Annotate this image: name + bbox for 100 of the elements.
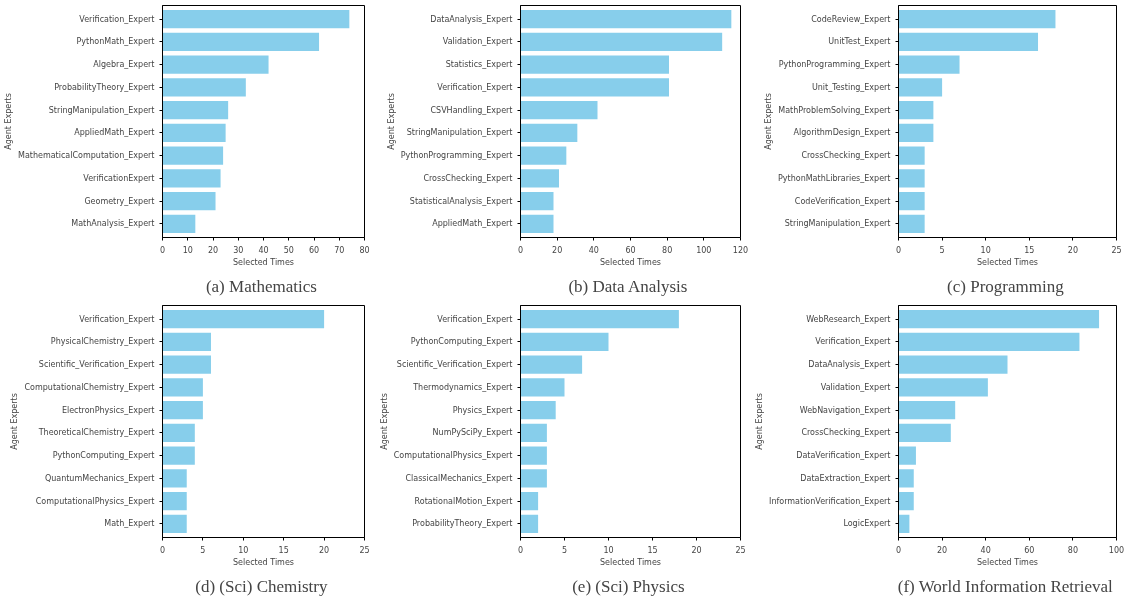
x-tick-label: 10: [238, 545, 249, 555]
y-tick-label: Verification_Expert: [79, 14, 155, 24]
y-tick-label: Verification_Expert: [815, 337, 891, 347]
y-tick-label: ComputationalPhysics_Expert: [393, 451, 513, 461]
x-tick-label: 20: [319, 545, 330, 555]
x-axis-title: Selected Times: [600, 557, 661, 567]
y-tick-label: StatisticalAnalysis_Expert: [409, 196, 513, 206]
x-tick-label: 60: [625, 245, 636, 255]
x-tick-label: 80: [359, 245, 370, 255]
y-tick-label: MathProblemSolving_Expert: [778, 105, 891, 115]
y-tick-label: ProbabilityTheory_Expert: [412, 519, 513, 529]
y-tick-label: DataVerification_Expert: [796, 451, 891, 461]
x-tick-label: 70: [334, 245, 345, 255]
x-tick-label: 15: [278, 545, 289, 555]
text: (d) (Sci) Chemistry: [195, 576, 328, 596]
y-tick-label: Verification_Expert: [79, 314, 155, 324]
x-tick-label: 40: [980, 545, 991, 555]
y-tick-label: UnitTest_Expert: [828, 37, 891, 47]
y-tick-label: CodeVerification_Expert: [794, 196, 891, 206]
y-tick-label: InformationVerification_Expert: [769, 496, 891, 506]
y-tick-label: PythonProgramming_Expert: [400, 151, 513, 161]
x-tick-label: 80: [1067, 545, 1078, 555]
y-tick-label: StringManipulation_Expert: [406, 128, 513, 138]
text: (c) Programming: [947, 276, 1065, 296]
y-tick-label: PhysicalChemistry_Expert: [50, 337, 155, 347]
y-tick-label: ElectronPhysics_Expert: [61, 405, 155, 415]
x-tick-label: 15: [647, 545, 658, 555]
y-tick-label: CSVHandling_Expert: [430, 105, 513, 115]
y-tick-label: Validation_Expert: [442, 37, 513, 47]
x-tick-label: 40: [588, 245, 599, 255]
y-tick-label: PythonComputing_Expert: [410, 337, 513, 347]
text: (f) World Information Retrieval: [897, 576, 1113, 596]
y-tick-label: CrossChecking_Expert: [801, 151, 891, 161]
y-tick-label: Physics_Expert: [452, 405, 513, 415]
x-tick-label: 25: [1111, 245, 1122, 255]
x-axis-title: Selected Times: [977, 257, 1038, 267]
y-tick-label: WebNavigation_Expert: [799, 405, 891, 415]
x-tick-label: 0: [895, 245, 902, 255]
y-tick-label: DataExtraction_Expert: [800, 473, 891, 483]
y-tick-label: Algebra_Expert: [93, 60, 155, 70]
y-tick-label: Validation_Expert: [820, 382, 891, 392]
x-tick-label: 60: [308, 245, 320, 255]
y-axis-title: Agent Experts: [755, 393, 765, 450]
x-tick-label: 20: [937, 545, 948, 555]
y-tick-label: AlgorithmDesign_Expert: [793, 128, 891, 138]
y-tick-label: MathAnalysis_Expert: [71, 219, 155, 229]
x-tick-label: 0: [895, 545, 902, 555]
x-tick-label: 40: [258, 245, 269, 255]
y-tick-label: LogicExpert: [843, 519, 891, 529]
y-tick-label: PythonMathLibraries_Expert: [777, 173, 891, 183]
y-tick-label: Unit_Testing_Expert: [811, 82, 891, 92]
y-tick-label: PythonComputing_Expert: [52, 451, 155, 461]
y-tick-label: AppliedMath_Expert: [74, 128, 155, 138]
text: (e) (Sci) Physics: [572, 576, 685, 596]
y-tick-label: StringManipulation_Expert: [784, 219, 891, 229]
text: (a) Mathematics: [205, 276, 317, 296]
x-tick-label: 20: [552, 245, 563, 255]
y-tick-label: PythonMath_Expert: [76, 37, 155, 47]
y-tick-label: CodeReview_Expert: [811, 14, 891, 24]
y-tick-label: CrossChecking_Expert: [423, 173, 513, 183]
y-axis-title: Agent Experts: [386, 93, 396, 150]
x-tick-label: 10: [182, 245, 193, 255]
x-tick-label: 0: [159, 545, 166, 555]
y-axis-title: Agent Experts: [763, 93, 773, 150]
y-tick-label: MathematicalComputation_Expert: [17, 151, 155, 161]
y-tick-label: Math_Expert: [104, 519, 155, 529]
y-tick-label: Statistics_Expert: [445, 60, 513, 70]
y-tick-label: PythonProgramming_Expert: [778, 60, 891, 70]
y-tick-label: Scientific_Verification_Expert: [396, 360, 513, 370]
y-tick-label: Scientific_Verification_Expert: [38, 360, 155, 370]
text: (b) Data Analysis: [568, 276, 688, 296]
x-tick-label: 0: [159, 245, 166, 255]
x-tick-label: 20: [1067, 245, 1078, 255]
x-tick-label: 20: [207, 245, 219, 255]
y-tick-label: WebResearch_Expert: [806, 314, 891, 324]
y-axis-title: Agent Experts: [3, 93, 13, 150]
y-axis-title: Agent Experts: [379, 393, 389, 450]
x-axis-title: Selected Times: [600, 257, 661, 267]
y-tick-label: VerificationExpert: [83, 173, 155, 183]
y-tick-label: DataAnalysis_Expert: [430, 14, 513, 24]
y-tick-label: RotationalMotion_Expert: [414, 496, 513, 506]
x-axis-title: Selected Times: [977, 557, 1038, 567]
x-axis-title: Selected Times: [233, 557, 294, 567]
x-tick-label: 20: [691, 545, 702, 555]
y-tick-label: ComputationalPhysics_Expert: [35, 496, 155, 506]
y-tick-label: Verification_Expert: [437, 82, 513, 92]
x-axis-title: Selected Times: [233, 257, 294, 267]
x-tick-label: 10: [980, 245, 991, 255]
y-tick-label: NumPySciPy_Expert: [432, 428, 513, 438]
x-tick-label: 30: [233, 245, 244, 255]
x-tick-label: 100: [696, 245, 712, 255]
x-tick-label: 0: [517, 545, 524, 555]
y-tick-label: Thermodynamics_Expert: [412, 382, 513, 392]
y-tick-label: ClassicalMechanics_Expert: [405, 473, 513, 483]
x-tick-label: 15: [1024, 245, 1035, 255]
x-tick-label: 120: [732, 245, 749, 255]
y-tick-label: Geometry_Expert: [84, 196, 155, 206]
y-tick-label: ComputationalChemistry_Expert: [24, 382, 155, 392]
x-tick-label: 100: [1108, 545, 1125, 555]
x-tick-label: 50: [283, 245, 294, 255]
